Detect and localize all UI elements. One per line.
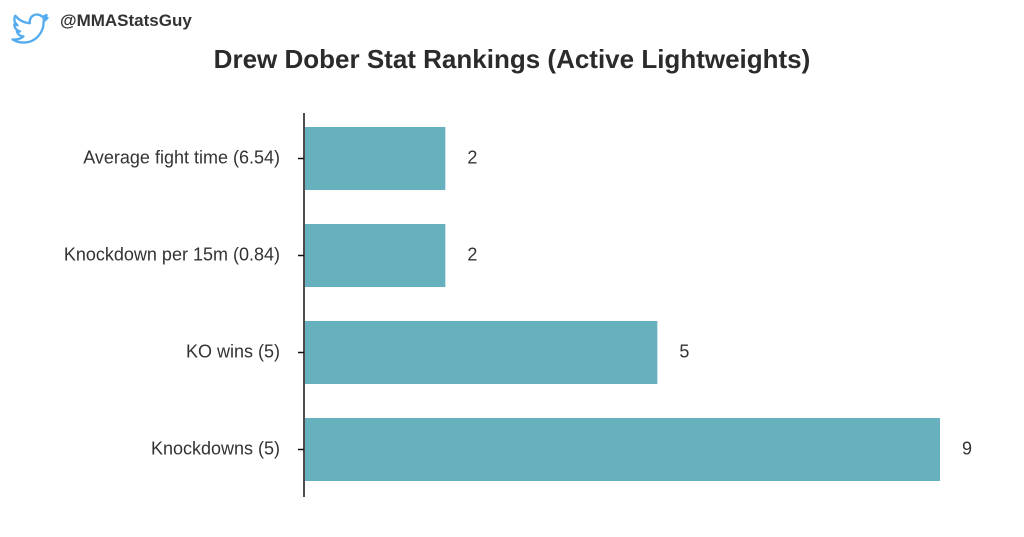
- category-label-3: KO wins (5): [186, 341, 280, 361]
- bar-1: [305, 127, 446, 190]
- header-handle: @MMAStatsGuy: [8, 8, 192, 48]
- twitter-handle: @MMAStatsGuy: [60, 11, 192, 30]
- value-label-4: 9: [962, 438, 972, 458]
- value-label-3: 5: [679, 341, 689, 361]
- bar-3: [305, 321, 658, 384]
- twitter-bird-icon: [11, 13, 49, 44]
- category-label-2: Knockdown per 15m (0.84): [64, 244, 280, 264]
- category-label-4: Knockdowns (5): [151, 438, 280, 458]
- chart-title: Drew Dober Stat Rankings (Active Lightwe…: [213, 44, 811, 74]
- category-label-1: Average fight time (6.54): [83, 147, 280, 167]
- bar-2: [305, 224, 446, 287]
- value-label-2: 2: [467, 244, 477, 264]
- value-label-1: 2: [467, 147, 477, 167]
- bar-4: [305, 418, 940, 481]
- bars-layer: Average fight time (6.54) 2 Knockdown per …: [64, 127, 972, 481]
